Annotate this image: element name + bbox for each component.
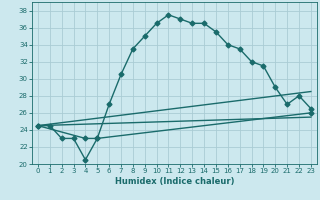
X-axis label: Humidex (Indice chaleur): Humidex (Indice chaleur) <box>115 177 234 186</box>
